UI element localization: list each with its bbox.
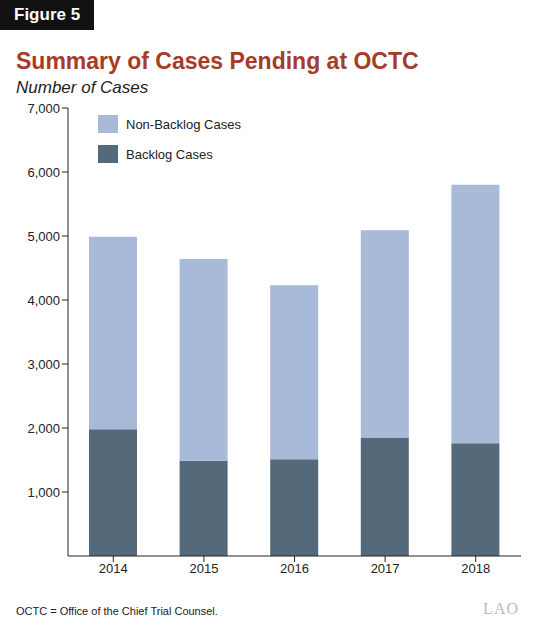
html-text:Number of Cases: Number of Cases	[16, 78, 149, 97]
svg-text:4,000: 4,000	[27, 293, 60, 308]
svg-text:2016: 2016	[280, 561, 309, 576]
svg-text:1,000: 1,000	[27, 485, 60, 500]
svg-text:2018: 2018	[461, 561, 490, 576]
html-text:Non-Backlog Cases: Non-Backlog Cases	[126, 116, 241, 132]
html-text:LAO: LAO	[483, 600, 519, 617]
html-text:Backlog Cases: Backlog Cases	[126, 146, 213, 162]
html-text:Figure 5: Figure 5	[14, 5, 81, 24]
html-text:Summary of Cases Pending at OC: Summary of Cases Pending at OCTC	[16, 48, 419, 74]
svg-text:2017: 2017	[371, 561, 400, 576]
svg-text:2015: 2015	[189, 561, 218, 576]
svg-text:7,000: 7,000	[27, 101, 60, 116]
svg-text:2014: 2014	[99, 561, 128, 576]
svg-text:6,000: 6,000	[27, 165, 60, 180]
svg-text:2,000: 2,000	[27, 421, 60, 436]
svg-text:3,000: 3,000	[27, 357, 60, 372]
html-text:OCTC = Office of the Chief Tri: OCTC = Office of the Chief Trial Counsel…	[16, 605, 218, 617]
svg-text:5,000: 5,000	[27, 229, 60, 244]
